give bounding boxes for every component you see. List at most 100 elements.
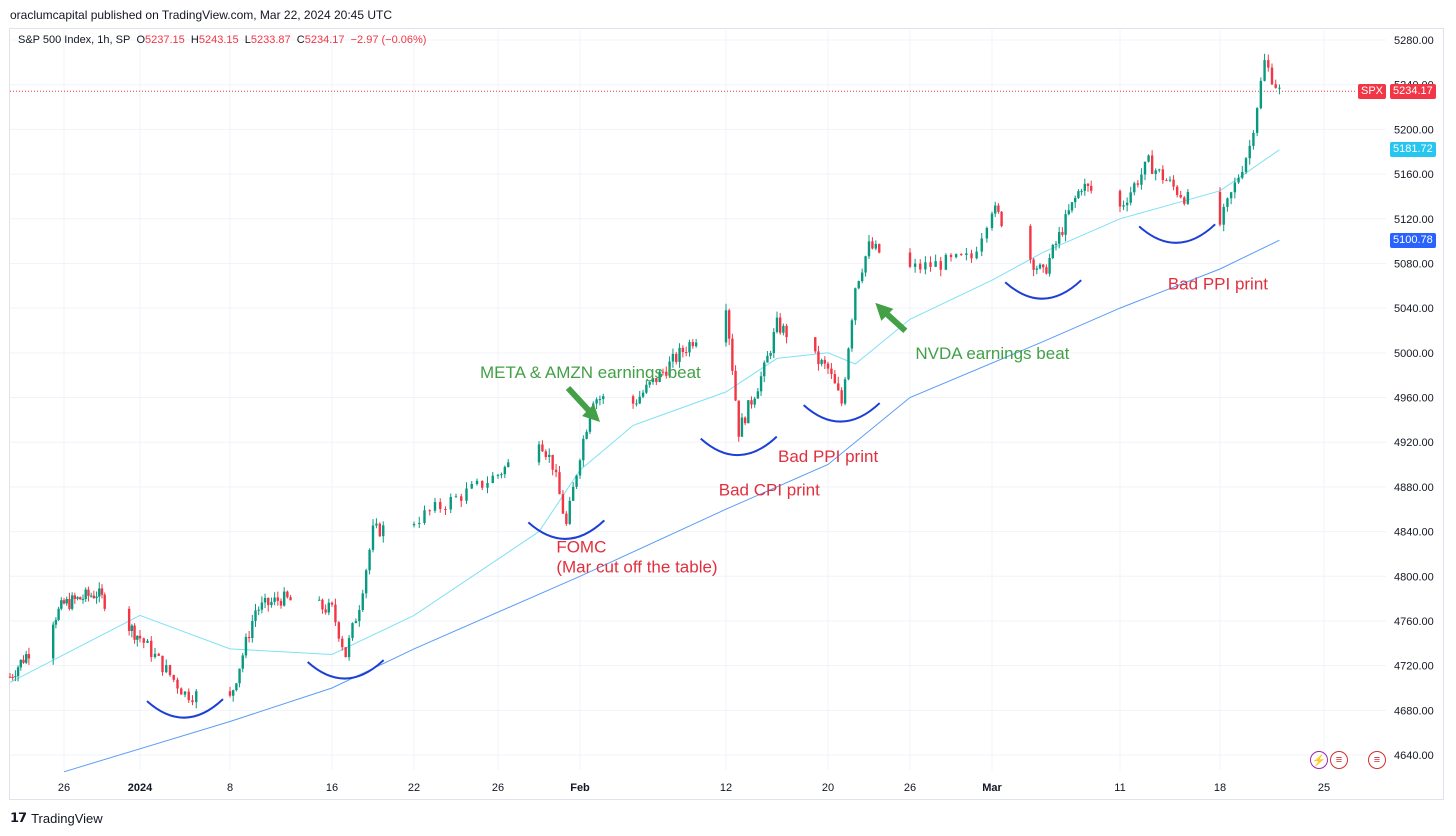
candle-body (817, 351, 820, 365)
y-tick-label: 5280.00 (1394, 35, 1434, 47)
candle-body (766, 355, 769, 363)
candle-body (561, 494, 565, 514)
candle-body (747, 400, 750, 424)
lightning-icon[interactable]: ⚡ (1310, 751, 1328, 769)
candle-body (68, 598, 71, 609)
x-tick-label: 16 (326, 782, 338, 794)
candle-body (1259, 80, 1263, 109)
candle-body (81, 599, 85, 601)
candle-body (79, 597, 82, 600)
candle-body (750, 400, 753, 405)
candle-body (1179, 194, 1182, 198)
candle-body (782, 325, 785, 333)
candle-body (1074, 197, 1077, 203)
candle-body (412, 523, 416, 526)
candle-body (850, 320, 854, 349)
candle-body (161, 655, 164, 673)
candle-body (54, 619, 58, 625)
candle-body (486, 482, 489, 488)
candle-body (341, 638, 344, 648)
high-value: 5243.15 (198, 34, 239, 46)
candle-body (1042, 264, 1045, 268)
candle-body (1038, 264, 1042, 269)
us-flag-icon[interactable]: ≡ (1330, 751, 1348, 769)
candle-body (648, 382, 651, 385)
annotation-arrow-head (582, 403, 600, 422)
annotation-arrow-head (875, 302, 894, 321)
candle-body (772, 332, 776, 354)
candle-body (98, 588, 101, 597)
candle-body (361, 593, 364, 611)
candle-body (358, 610, 361, 622)
candle-body (279, 600, 283, 606)
candle-body (655, 378, 658, 383)
y-tick-label: 4920.00 (1394, 437, 1434, 449)
candle-body (1233, 182, 1237, 193)
candle-body (87, 589, 90, 596)
candle-body (146, 640, 149, 643)
candle-body (658, 371, 661, 383)
candle-body (318, 599, 321, 601)
candle-body (913, 263, 917, 267)
y-tick-label: 5120.00 (1394, 214, 1434, 226)
us-flag-icon-2[interactable]: ≡ (1368, 751, 1386, 769)
candle-body (734, 370, 737, 401)
candle-body (602, 396, 605, 400)
candle-body (665, 371, 668, 376)
candle-body (1032, 259, 1035, 270)
candle-body (840, 390, 843, 404)
open-value: 5237.15 (145, 34, 185, 46)
candle-body (860, 272, 864, 282)
candle-body (1147, 155, 1150, 162)
candle-body (460, 496, 463, 501)
candle-body (496, 474, 500, 476)
candle-body (1129, 192, 1132, 203)
candle-body (1136, 183, 1140, 185)
candle-body (537, 444, 541, 463)
candle-body (1000, 211, 1003, 227)
candle-body (503, 466, 507, 475)
candle-body (1237, 177, 1240, 183)
candle-body (833, 374, 837, 384)
candle-body (737, 400, 740, 437)
candle-body (1035, 268, 1038, 270)
published-attribution: oraclumcapital published on TradingView.… (10, 8, 392, 22)
candle-body (1122, 205, 1125, 207)
candle-body (970, 253, 973, 259)
candle-body (548, 454, 551, 458)
ohlc-legend: S&P 500 Index, 1h, SP O5237.15 H5243.15 … (18, 34, 427, 46)
y-tick-label: 5080.00 (1394, 258, 1434, 270)
x-tick-label: 8 (227, 782, 233, 794)
candle-body (89, 595, 93, 597)
candle-body (1150, 155, 1154, 174)
candle-body (568, 500, 571, 524)
candle-body (273, 597, 276, 602)
candle-body (150, 640, 153, 658)
candle-body (103, 594, 106, 609)
candle-body (820, 359, 823, 365)
candle-body (439, 501, 442, 509)
candle-body (867, 241, 871, 257)
candle-body (763, 362, 766, 377)
candle-body (1154, 170, 1157, 174)
candle-body (428, 510, 431, 512)
spx-price-tag: 5234.17 (1390, 84, 1436, 99)
candle-body (934, 261, 937, 267)
candle-body (688, 342, 691, 353)
candle-body (1067, 210, 1070, 215)
candle-body (944, 254, 948, 270)
candle-body (997, 205, 1000, 212)
candle-body (247, 636, 251, 639)
candle-body (254, 610, 257, 621)
candle-body (257, 609, 260, 611)
candle-body (1175, 186, 1179, 195)
candle-body (57, 608, 60, 620)
candle-body (327, 602, 331, 613)
candle-body (153, 653, 157, 658)
candle-body (843, 379, 847, 404)
candle-body (668, 361, 671, 376)
arc-annotation (146, 698, 224, 719)
candle-body (954, 254, 958, 258)
candle-body (691, 342, 695, 347)
